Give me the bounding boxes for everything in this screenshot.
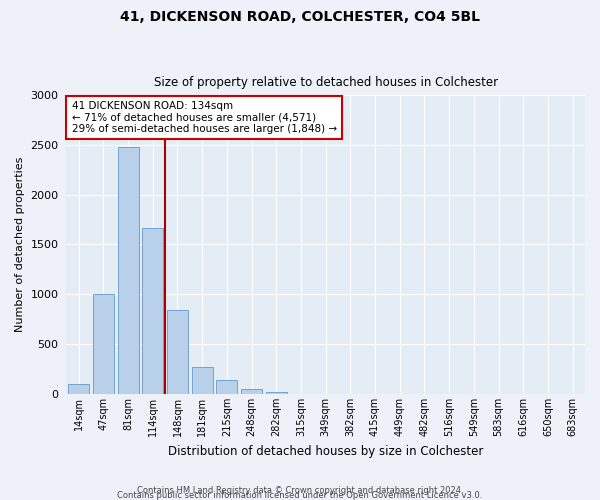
Text: 41, DICKENSON ROAD, COLCHESTER, CO4 5BL: 41, DICKENSON ROAD, COLCHESTER, CO4 5BL <box>120 10 480 24</box>
Bar <box>93 294 114 394</box>
Y-axis label: Number of detached properties: Number of detached properties <box>15 156 25 332</box>
Bar <box>142 228 163 394</box>
Bar <box>266 392 287 394</box>
Text: 41 DICKENSON ROAD: 134sqm
← 71% of detached houses are smaller (4,571)
29% of se: 41 DICKENSON ROAD: 134sqm ← 71% of detac… <box>71 101 337 134</box>
Bar <box>167 310 188 394</box>
Bar <box>217 380 238 394</box>
Text: Contains public sector information licensed under the Open Government Licence v3: Contains public sector information licen… <box>118 490 482 500</box>
Bar <box>118 146 139 394</box>
Title: Size of property relative to detached houses in Colchester: Size of property relative to detached ho… <box>154 76 498 90</box>
Text: Contains HM Land Registry data © Crown copyright and database right 2024.: Contains HM Land Registry data © Crown c… <box>137 486 463 495</box>
Bar <box>241 389 262 394</box>
X-axis label: Distribution of detached houses by size in Colchester: Distribution of detached houses by size … <box>168 444 484 458</box>
Bar <box>191 367 212 394</box>
Bar <box>68 384 89 394</box>
